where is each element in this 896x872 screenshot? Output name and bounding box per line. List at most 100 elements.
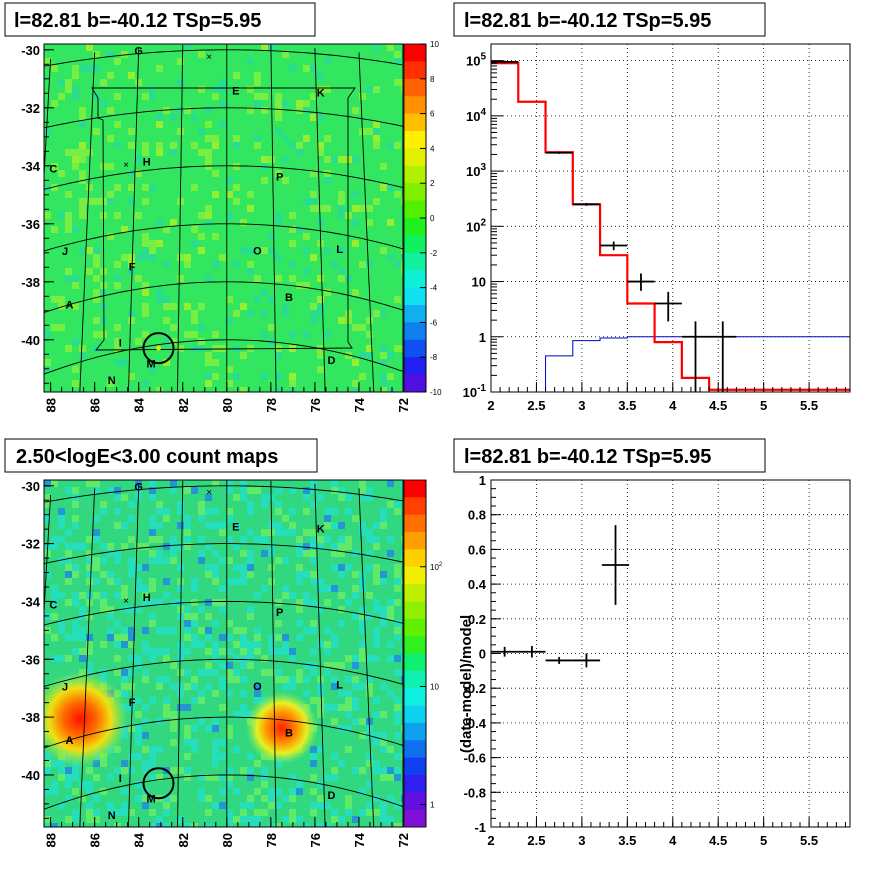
map-pixel — [205, 683, 212, 690]
map-pixel — [114, 823, 121, 827]
map-pixel — [86, 550, 93, 557]
y-tick-label: -0.2 — [464, 681, 486, 696]
map-pixel — [107, 627, 114, 634]
map-pixel — [310, 669, 317, 676]
map-pixel — [275, 557, 282, 564]
map-pixel — [149, 823, 156, 827]
map-pixel — [401, 648, 403, 655]
longitude-line — [314, 47, 326, 392]
map-pixel — [142, 795, 149, 802]
map-pixel — [240, 816, 247, 823]
source-cross-marker: × — [206, 488, 212, 499]
map-pixel — [401, 795, 403, 802]
map-pixel — [114, 494, 121, 501]
map-pixel — [233, 135, 240, 142]
map-pixel — [135, 732, 142, 739]
map-pixel — [51, 585, 58, 592]
latitude-line — [44, 223, 403, 252]
map-pixel — [58, 93, 65, 100]
map-pixel — [345, 536, 352, 543]
map-pixel — [170, 550, 177, 557]
map-pixel — [401, 550, 403, 557]
map-pixel — [275, 823, 282, 827]
map-pixel — [282, 51, 289, 58]
map-pixel — [373, 44, 380, 51]
map-pixel — [219, 753, 226, 760]
colorbar-segment — [404, 584, 426, 602]
map-pixel — [261, 536, 268, 543]
map-pixel — [44, 753, 51, 760]
map-pixel — [212, 359, 219, 366]
map-pixel — [198, 128, 205, 135]
map-pixel — [142, 718, 149, 725]
map-pixel — [191, 725, 198, 732]
y-tick-label: -34 — [21, 594, 41, 609]
map-pixel — [205, 522, 212, 529]
map-pixel — [359, 655, 366, 662]
map-pixel — [100, 606, 107, 613]
map-pixel — [394, 655, 401, 662]
map-pixel — [135, 655, 142, 662]
map-pixel — [261, 550, 268, 557]
map-pixel — [366, 655, 373, 662]
map-pixel — [310, 93, 317, 100]
map-pixel — [163, 107, 170, 114]
map-pixel — [240, 676, 247, 683]
map-pixel — [331, 774, 338, 781]
y-tick-label: -0.8 — [464, 785, 486, 800]
map-pixel — [387, 44, 394, 51]
map-pixel — [275, 620, 282, 627]
map-pixel — [380, 387, 387, 392]
map-pixel — [100, 543, 107, 550]
data-point — [709, 321, 737, 392]
map-pixel — [289, 240, 296, 247]
map-pixel — [394, 718, 401, 725]
map-pixel — [380, 515, 387, 522]
map-pixel — [65, 571, 72, 578]
map-pixel — [100, 557, 107, 564]
map-pixel — [93, 557, 100, 564]
map-pixel — [310, 753, 317, 760]
map-pixel — [121, 676, 128, 683]
x-tick-label: 74 — [352, 832, 367, 847]
map-pixel — [359, 620, 366, 627]
map-pixel — [205, 669, 212, 676]
map-pixel — [240, 480, 247, 487]
map-pixel — [79, 170, 86, 177]
map-pixel — [86, 816, 93, 823]
count-map-title: 2.50<logE<3.00 count maps — [16, 446, 278, 468]
map-pixel — [184, 634, 191, 641]
map-pixel — [86, 44, 93, 51]
map-pixel — [296, 100, 303, 107]
map-pixel — [254, 72, 261, 79]
map-pixel — [380, 345, 387, 352]
map-pixel — [254, 487, 261, 494]
map-pixel — [149, 557, 156, 564]
source-label-d: D — [327, 355, 335, 367]
map-pixel — [240, 648, 247, 655]
map-pixel — [205, 149, 212, 156]
map-pixel — [324, 823, 331, 827]
map-pixel — [282, 303, 289, 310]
map-pixel — [226, 774, 233, 781]
map-pixel — [233, 627, 240, 634]
map-pixel — [135, 212, 142, 219]
map-pixel — [338, 247, 345, 254]
longitude-line — [270, 480, 277, 827]
map-pixel — [226, 620, 233, 627]
map-pixel — [226, 676, 233, 683]
map-pixel — [317, 781, 324, 788]
map-pixel — [184, 704, 191, 711]
map-pixel — [149, 522, 156, 529]
map-pixel — [366, 487, 373, 494]
map-pixel — [107, 72, 114, 79]
map-pixel — [79, 606, 86, 613]
map-pixel — [324, 641, 331, 648]
x-tick-label: 78 — [264, 833, 279, 847]
map-pixel — [121, 760, 128, 767]
map-pixel — [226, 781, 233, 788]
map-pixel — [156, 296, 163, 303]
map-pixel — [373, 571, 380, 578]
map-pixel — [247, 613, 254, 620]
map-pixel — [394, 578, 401, 585]
